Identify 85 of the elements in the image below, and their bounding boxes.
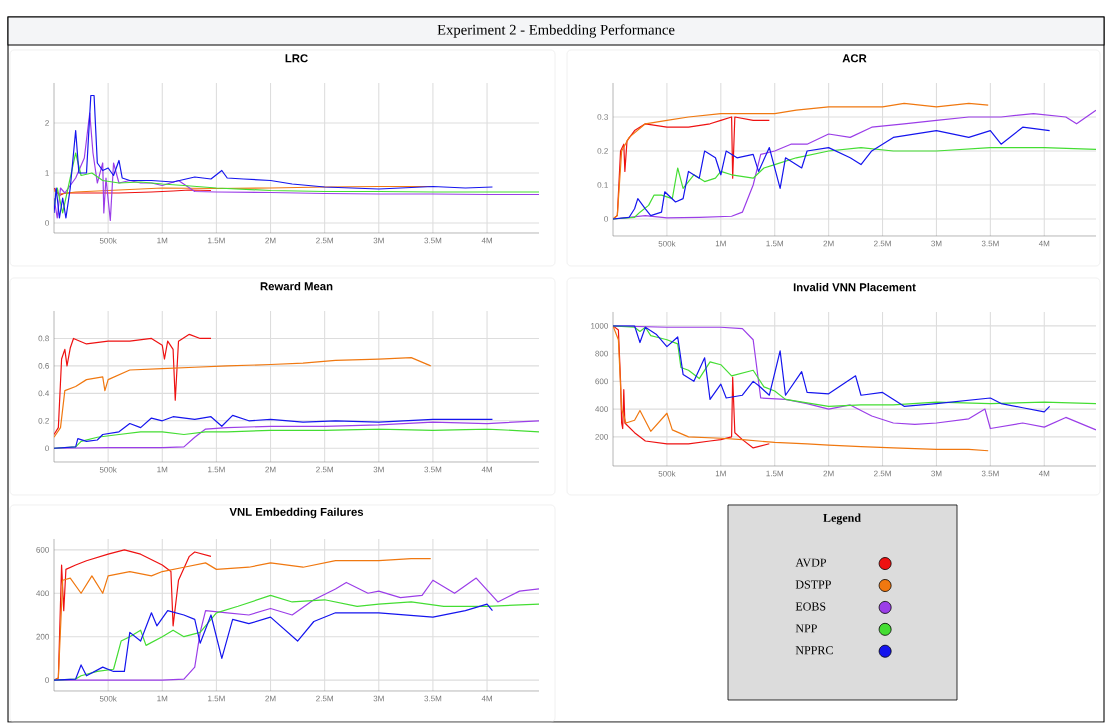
chart-title: Invalid VNN Placement [793,282,916,292]
x-tick-label: 3M [373,695,384,702]
line-series [54,112,540,222]
text: EOBS [795,602,826,611]
chart-title: ACR [842,54,867,63]
x-tick-label: 2M [265,237,276,244]
x-tick-label: 1.5M [766,470,783,477]
line-series [54,414,494,449]
x-tick-label: 3.5M [424,237,442,244]
x-tick-label: 1M [157,695,168,702]
x-tick-label: 2.5M [316,695,333,702]
x-tick-label: 2.5M [316,466,333,473]
x-tick-label: 3M [373,466,384,473]
line-series [54,94,494,219]
x-tick-label: 2M [265,466,276,473]
y-tick-label: 0 [45,445,49,452]
x-tick-label: 4M [481,237,492,244]
text: AVDP [795,558,827,567]
y-tick-label: 0 [604,216,608,222]
line-series [54,357,432,438]
legend-title: Legend [823,513,861,525]
y-tick-label: 0.3 [597,114,608,120]
x-tick-label: 500k [99,237,117,244]
y-tick-label: 0.4 [38,390,50,397]
text: DSTPP [795,580,831,589]
y-tick-label: 200 [36,633,49,640]
x-tick-label: 1.5M [208,237,225,244]
x-tick-label: 2.5M [316,237,333,244]
y-tick-label: 400 [36,590,49,597]
text: Experiment 2 - Embedding Performance [437,24,675,38]
x-tick-label: 500k [658,470,676,477]
x-tick-label: 4M [481,466,492,473]
x-tick-label: 3M [931,470,942,477]
chart-title: LRC [285,54,308,63]
x-tick-label: 3M [373,237,384,244]
x-tick-label: 3.5M [981,240,999,247]
line-series [613,325,1051,413]
text: NPP [795,624,817,633]
line-series [613,126,1051,220]
x-tick-label: 1M [157,466,168,473]
x-tick-label: 2.5M [874,470,891,477]
chart-title: Reward Mean [260,281,333,291]
x-tick-label: 1M [157,237,168,244]
y-tick-label: 800 [595,350,608,357]
x-tick-label: 3.5M [981,470,999,477]
y-tick-label: 1000 [591,323,608,329]
y-tick-label: 400 [595,406,608,412]
line-series [54,557,432,681]
y-tick-label: 600 [36,547,49,553]
line-series [54,333,212,436]
x-tick-label: 500k [658,240,676,247]
x-tick-label: 500k [99,466,117,473]
x-tick-label: 2.5M [874,240,891,247]
y-tick-label: 200 [595,434,608,440]
x-tick-label: 1M [715,240,726,247]
chart-title: VNL Embedding Failures [229,507,364,519]
x-tick-label: 2M [265,695,276,702]
x-tick-label: 4M [481,695,492,702]
line-series [613,146,1097,220]
x-tick-label: 2M [823,470,834,477]
y-tick-label: 0.2 [38,417,49,424]
x-tick-label: 3.5M [424,695,442,702]
y-tick-label: 1 [45,170,49,176]
x-tick-label: 1.5M [766,240,783,247]
x-tick-label: 2M [823,240,834,247]
x-tick-label: 3M [931,240,942,247]
line-series [54,603,494,681]
x-tick-label: 1.5M [208,695,225,702]
text: NPPRC [795,646,833,655]
x-tick-label: 1M [715,470,726,477]
y-tick-label: 600 [595,378,608,385]
x-tick-label: 500k [99,695,117,702]
line-series [613,325,770,449]
y-tick-label: 0 [45,677,49,683]
y-tick-label: 0.1 [597,182,608,188]
x-tick-label: 4M [1038,470,1050,477]
y-tick-label: 0.6 [38,363,49,369]
line-series [613,325,989,452]
y-tick-label: 0.8 [38,335,49,342]
y-tick-label: 2 [45,120,49,126]
x-tick-label: 4M [1038,240,1050,247]
y-tick-label: 0 [45,220,49,226]
x-tick-label: 3.5M [424,466,442,473]
x-tick-label: 1.5M [208,466,225,473]
y-tick-label: 0.2 [597,148,608,154]
